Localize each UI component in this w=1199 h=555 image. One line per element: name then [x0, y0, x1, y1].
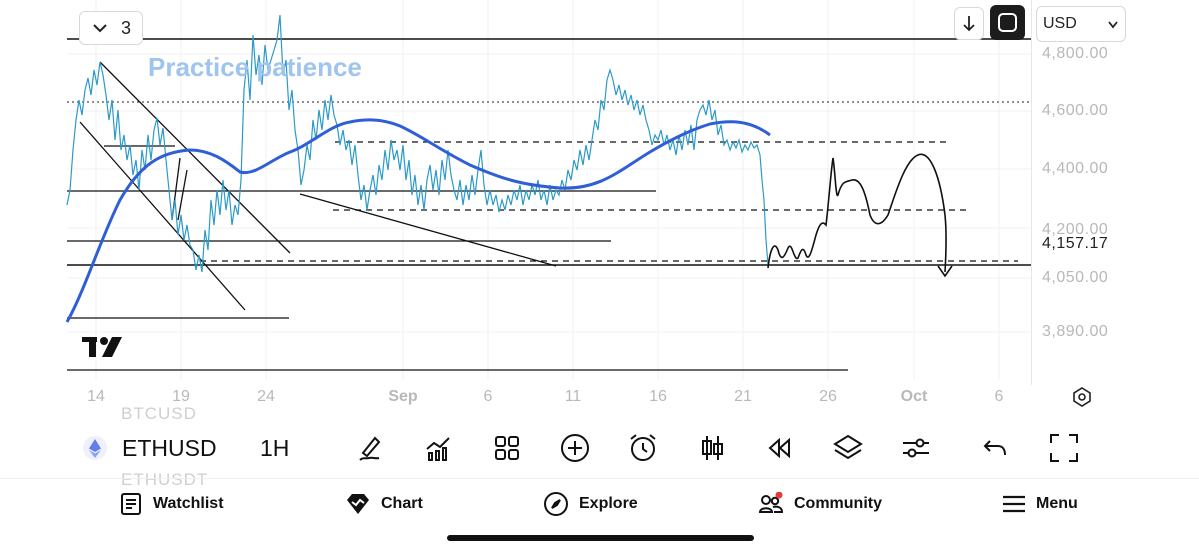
chart-type-button[interactable]: [694, 430, 730, 466]
bottom-navigation: Watchlist Chart Explore Community Menu: [0, 478, 1199, 555]
chevron-down-icon: [93, 24, 107, 33]
nav-menu-label: Menu: [1036, 495, 1078, 512]
fullscreen-button[interactable]: [1046, 430, 1082, 466]
alarm-clock-icon: [630, 434, 656, 461]
drawing-tools-button[interactable]: [352, 430, 388, 466]
channel-upper-line[interactable]: [99, 61, 291, 254]
layouts-button[interactable]: [489, 430, 525, 466]
watchlist-icon: [121, 493, 141, 515]
date-tick: 16: [649, 388, 667, 405]
nav-explore[interactable]: Explore: [543, 489, 638, 519]
indicators-icon: [426, 437, 450, 461]
compass-icon: [544, 492, 568, 516]
price-axis[interactable]: 4,800.00 4,600.00 4,400.00 4,200.00 4,15…: [1031, 0, 1134, 385]
replay-button[interactable]: [761, 430, 797, 466]
date-tick: Oct: [900, 388, 928, 405]
hamburger-menu-icon: [1003, 495, 1025, 513]
price-tick: 4,600.00: [1042, 102, 1109, 119]
date-tick: 6: [994, 388, 1004, 405]
nav-chart[interactable]: Chart: [345, 489, 423, 519]
projection-arrowhead: [937, 265, 953, 278]
brush-icon: [359, 436, 381, 461]
layout-count: 3: [121, 18, 132, 38]
projection-path[interactable]: [767, 153, 947, 273]
date-tick: 26: [819, 388, 837, 405]
date-tick: 19: [172, 388, 190, 405]
add-icon: [561, 434, 589, 462]
nav-explore-label: Explore: [579, 495, 638, 512]
date-tick: 6: [483, 388, 493, 405]
layout-count-button[interactable]: 3: [79, 11, 143, 45]
candles-icon: [702, 436, 723, 460]
nav-watchlist-label: Watchlist: [153, 495, 224, 512]
alert-button[interactable]: [625, 430, 661, 466]
currency-select[interactable]: USD: [1036, 6, 1126, 42]
rewind-icon: [768, 437, 790, 459]
layers-icon: [833, 434, 863, 460]
home-indicator: [447, 535, 754, 541]
practice-patience-text[interactable]: Practice patience: [148, 52, 362, 82]
nav-chart-label: Chart: [381, 495, 423, 512]
price-line[interactable]: [66, 14, 771, 273]
interval-button[interactable]: 1H: [260, 435, 290, 461]
notification-dot: [775, 492, 783, 499]
undo-button[interactable]: [977, 430, 1013, 466]
date-tick: 14: [87, 388, 105, 405]
community-icon: [758, 492, 784, 513]
add-button[interactable]: [557, 430, 593, 466]
ethereum-icon: [83, 436, 107, 460]
price-tick: 3,890.00: [1042, 323, 1109, 340]
chevron-down-icon: [1108, 21, 1118, 29]
nav-watchlist[interactable]: Watchlist: [119, 489, 224, 519]
chart-gem-icon: [347, 494, 369, 514]
sliders-icon: [903, 438, 929, 458]
chart-settings-icon[interactable]: [1070, 385, 1094, 409]
time-axis[interactable]: 14 19 24 Sep 6 11 16 21 26 Oct 6: [67, 380, 1031, 414]
frame-icon: [998, 13, 1017, 32]
chart-canvas[interactable]: [0, 0, 1199, 385]
symbol-ghost-above: BTCUSD: [121, 404, 197, 423]
chart-settings-button[interactable]: [898, 430, 934, 466]
small-stroke-2[interactable]: [177, 169, 188, 221]
price-tick: 4,050.00: [1042, 269, 1109, 286]
date-tick: Sep: [388, 388, 418, 405]
scroll-down-button[interactable]: [954, 7, 984, 40]
screenshot-button[interactable]: [990, 5, 1025, 40]
channel-lower-line[interactable]: [79, 121, 246, 311]
symbol-ghost-below: ETHUSDT: [121, 470, 209, 489]
symbol-toolbar: BTCUSD ETHUSDT ETHUSD 1H: [0, 404, 1199, 489]
symbol-selector[interactable]: ETHUSD: [82, 430, 217, 466]
price-tick: 4,400.00: [1042, 160, 1109, 177]
arrow-down-icon: [963, 16, 975, 32]
currency-label: USD: [1043, 15, 1077, 32]
date-tick: 11: [564, 388, 582, 405]
fullscreen-icon: [1050, 434, 1078, 462]
chart-area[interactable]: 3 Practice patience USD: [0, 0, 1199, 385]
nav-community[interactable]: Community: [758, 489, 882, 519]
undo-icon: [983, 440, 1006, 456]
nav-community-label: Community: [794, 495, 882, 512]
date-tick: 21: [734, 388, 752, 405]
tradingview-logo: [82, 337, 122, 357]
date-tick: 24: [257, 388, 275, 405]
price-tick: 4,800.00: [1042, 45, 1109, 62]
price-tick: 4,200.00: [1042, 221, 1109, 238]
nav-menu[interactable]: Menu: [1002, 489, 1078, 519]
grid-icon: [495, 436, 519, 460]
symbol-ticker: ETHUSD: [122, 434, 217, 461]
indicators-button[interactable]: [420, 430, 456, 466]
descending-trend-line[interactable]: [299, 193, 557, 267]
current-price-label: 4,157.17: [1042, 235, 1109, 252]
moving-average-line[interactable]: [65, 118, 771, 323]
object-tree-button[interactable]: [830, 430, 866, 466]
